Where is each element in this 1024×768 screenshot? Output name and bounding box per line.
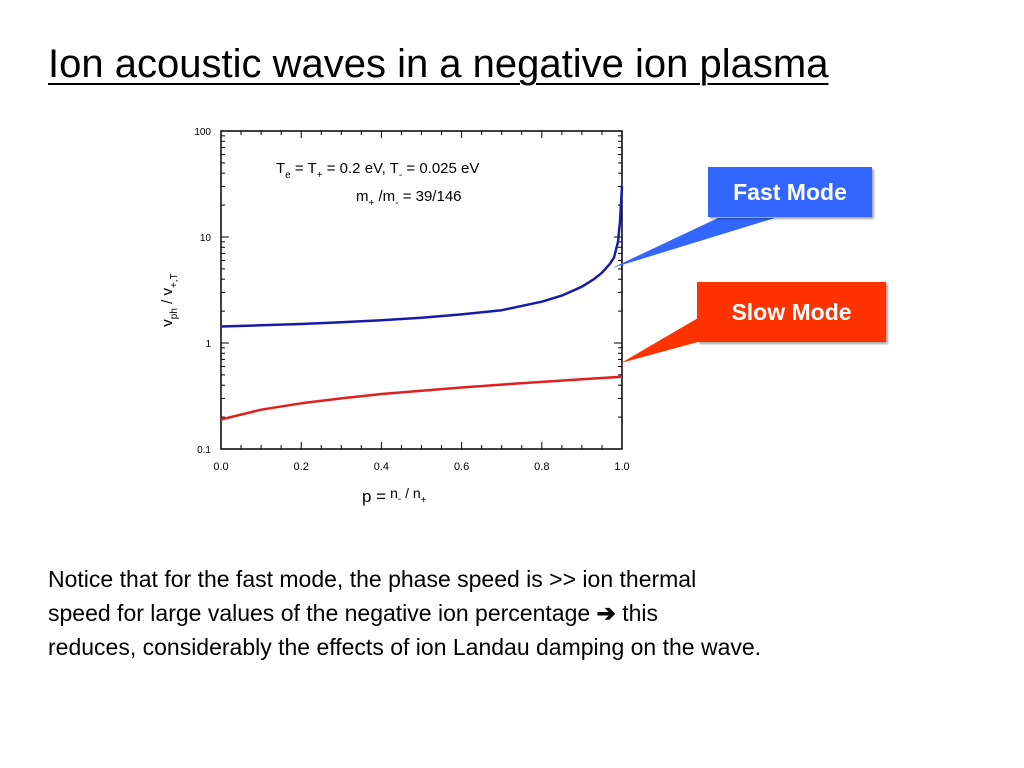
x-label-plus: + (421, 495, 427, 506)
callout-pointers (612, 218, 775, 363)
y-label-v: v (159, 319, 176, 327)
slow-mode-label: Slow Mode (697, 282, 886, 342)
note-line-2-end: this (622, 600, 659, 626)
plot-frame (220, 130, 623, 450)
slow-mode-pointer (621, 318, 698, 363)
fast-mode-curve (220, 186, 624, 328)
y-tick-label: 1 (205, 339, 211, 350)
plot-area: 0.0 0.2 0.4 0.6 0.8 1.0 0.1 1 10 100 (194, 127, 629, 473)
right-arrow-icon: ➔ (596, 600, 616, 626)
x-axis-label: p = n- / n+ (362, 485, 427, 506)
x-tick-label: 0.6 (454, 461, 469, 473)
x-tick-label: 0.0 (213, 461, 228, 473)
y-axis-label: vph / v+,T (159, 273, 180, 326)
y-label-sub: +,T (169, 273, 180, 288)
y-tick-label: 100 (194, 127, 211, 138)
x-label-p: p = (362, 487, 386, 506)
y-tick-label: 10 (200, 233, 212, 244)
x-tick-label: 0.2 (294, 461, 309, 473)
note-line-2-text: speed for large values of the negative i… (48, 600, 591, 626)
axes-labels: vph / v+,T p = n- / n+ (159, 273, 427, 506)
x-tick-label: 0.8 (534, 461, 549, 473)
slow-mode-curve (220, 375, 623, 421)
curves (220, 186, 624, 421)
annotation-mass-ratio: m+ /m- = 39/146 (356, 188, 462, 209)
y-label-slash: / v (159, 288, 176, 309)
annotation-temperatures: Te = T+ = 0.2 eV, T- = 0.025 eV (276, 160, 479, 181)
x-label-n: n (390, 485, 398, 501)
x-tick-label: 0.4 (374, 461, 389, 473)
fast-mode-pointer (612, 218, 775, 268)
note-line-2: speed for large values of the negative i… (48, 596, 948, 630)
page-title: Ion acoustic waves in a negative ion pla… (48, 42, 829, 86)
fast-mode-label: Fast Mode (708, 167, 872, 217)
x-tick-label: 1.0 (614, 461, 629, 473)
note-line-1: Notice that for the fast mode, the phase… (48, 566, 697, 592)
x-label-minus: - (398, 494, 401, 505)
y-label-ph: ph (169, 308, 180, 319)
explanation-text: Notice that for the fast mode, the phase… (48, 562, 948, 664)
y-tick-label: 0.1 (197, 445, 211, 456)
chart-annotations: Te = T+ = 0.2 eV, T- = 0.025 eV m+ /m- =… (276, 160, 479, 209)
x-label-slash: / n (401, 485, 420, 501)
note-line-3: reduces, considerably the effects of ion… (48, 634, 762, 660)
